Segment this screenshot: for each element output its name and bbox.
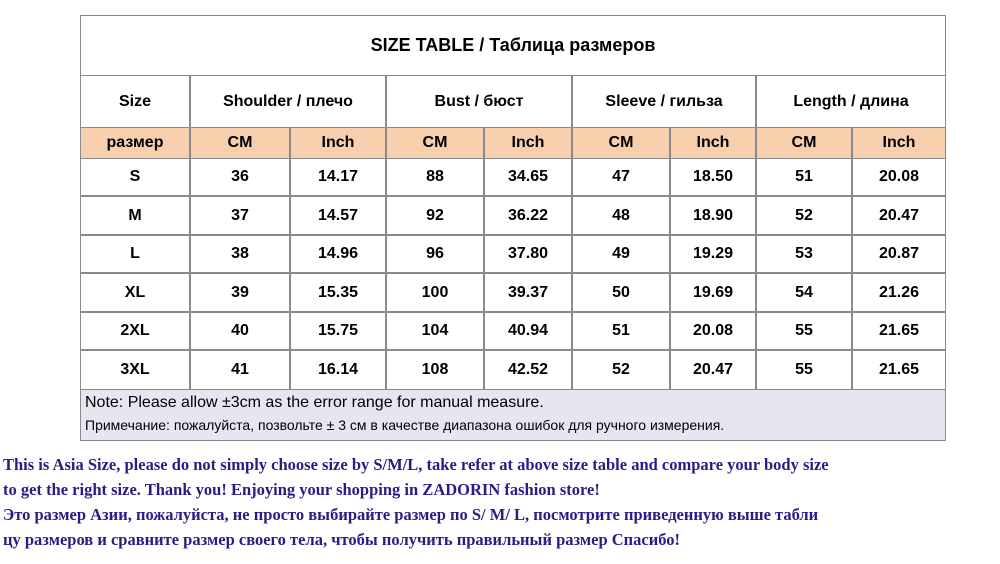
- table-cell: 52: [572, 350, 670, 390]
- table-cell: 47: [572, 158, 670, 196]
- table-cell: 20.08: [670, 312, 756, 350]
- table-cell: 2XL: [80, 312, 190, 350]
- header-cell: Shoulder / плечо: [190, 75, 386, 128]
- note: Note: Please allow ±3cm as the error ran…: [80, 389, 946, 441]
- subheader-cell: CM: [386, 127, 484, 159]
- table-cell: 40: [190, 312, 290, 350]
- table-cell: 40.94: [484, 312, 572, 350]
- table-cell: S: [80, 158, 190, 196]
- subheader-cell: Inch: [484, 127, 572, 159]
- table-cell: 20.08: [852, 158, 946, 196]
- table-title: SIZE TABLE / Таблица размеров: [80, 15, 946, 76]
- table-cell: 14.57: [290, 196, 386, 235]
- table-cell: 42.52: [484, 350, 572, 390]
- subheader-cell: размер: [80, 127, 190, 159]
- table-cell: 18.90: [670, 196, 756, 235]
- table-cell: 18.50: [670, 158, 756, 196]
- note-line: Примечание: пожалуйста, позвольте ± 3 см…: [85, 417, 725, 433]
- description-line: This is Asia Size, please do not simply …: [3, 455, 829, 474]
- subheader-cell: Inch: [852, 127, 946, 159]
- table-cell: 14.17: [290, 158, 386, 196]
- table-cell: 19.69: [670, 273, 756, 312]
- table-cell: 21.65: [852, 312, 946, 350]
- table-cell: 20.47: [670, 350, 756, 390]
- table-cell: 54: [756, 273, 852, 312]
- table-cell: XL: [80, 273, 190, 312]
- table-cell: 55: [756, 312, 852, 350]
- table-cell: 3XL: [80, 350, 190, 390]
- table-cell: 21.65: [852, 350, 946, 390]
- table-cell: 37: [190, 196, 290, 235]
- table-cell: 36.22: [484, 196, 572, 235]
- table-cell: M: [80, 196, 190, 235]
- table-cell: 15.35: [290, 273, 386, 312]
- table-cell: 37.80: [484, 235, 572, 273]
- description-line: Это размер Азии, пожалуйста, не просто в…: [3, 505, 819, 524]
- table-cell: 41: [190, 350, 290, 390]
- table-cell: 48: [572, 196, 670, 235]
- table-cell: 55: [756, 350, 852, 390]
- header-cell: Size: [80, 75, 190, 128]
- table-cell: 34.65: [484, 158, 572, 196]
- note-line: Note: Please allow ±3cm as the error ran…: [85, 394, 544, 411]
- table-cell: 19.29: [670, 235, 756, 273]
- description-line: to get the right size. Thank you! Enjoyi…: [3, 480, 600, 499]
- table-cell: 38: [190, 235, 290, 273]
- subheader-cell: CM: [572, 127, 670, 159]
- table-cell: 39: [190, 273, 290, 312]
- table-cell: 14.96: [290, 235, 386, 273]
- table-cell: 51: [756, 158, 852, 196]
- table-cell: 104: [386, 312, 484, 350]
- table-cell: 51: [572, 312, 670, 350]
- table-cell: 16.14: [290, 350, 386, 390]
- table-cell: 15.75: [290, 312, 386, 350]
- description-line: цу размеров и сравните размер своего тел…: [3, 530, 681, 549]
- table-cell: 20.47: [852, 196, 946, 235]
- table-cell: 53: [756, 235, 852, 273]
- table-cell: 108: [386, 350, 484, 390]
- table-cell: 50: [572, 273, 670, 312]
- table-cell: 52: [756, 196, 852, 235]
- table-cell: 88: [386, 158, 484, 196]
- subheader-cell: Inch: [290, 127, 386, 159]
- subheader-cell: CM: [756, 127, 852, 159]
- header-cell: Sleeve / гильза: [572, 75, 756, 128]
- table-cell: 96: [386, 235, 484, 273]
- subheader-cell: Inch: [670, 127, 756, 159]
- table-cell: 39.37: [484, 273, 572, 312]
- table-cell: 100: [386, 273, 484, 312]
- table-cell: 92: [386, 196, 484, 235]
- subheader-cell: CM: [190, 127, 290, 159]
- table-cell: L: [80, 235, 190, 273]
- table-cell: 20.87: [852, 235, 946, 273]
- table-cell: 36: [190, 158, 290, 196]
- table-cell: 21.26: [852, 273, 946, 312]
- table-cell: 49: [572, 235, 670, 273]
- header-cell: Bust / бюст: [386, 75, 572, 128]
- header-cell: Length / длина: [756, 75, 946, 128]
